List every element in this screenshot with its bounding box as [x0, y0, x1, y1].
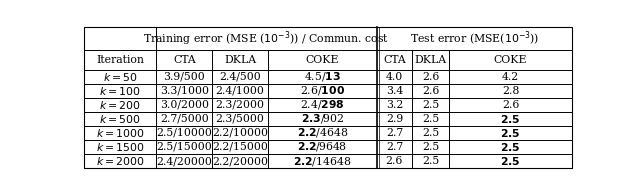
Text: $k = 200$: $k = 200$ — [99, 99, 141, 111]
Text: DKLA: DKLA — [224, 55, 256, 65]
Text: $\mathbf{2.5}$: $\mathbf{2.5}$ — [500, 127, 521, 139]
Text: 2.6/$\mathbf{100}$: 2.6/$\mathbf{100}$ — [300, 84, 345, 97]
Text: COKE: COKE — [494, 55, 527, 65]
Text: 2.5/15000: 2.5/15000 — [156, 142, 212, 152]
Text: Training error (MSE ($10^{-3}$)) / Commun. cost: Training error (MSE ($10^{-3}$)) / Commu… — [143, 29, 390, 48]
Text: 2.3/2000: 2.3/2000 — [216, 100, 265, 110]
Text: 2.2/20000: 2.2/20000 — [212, 156, 268, 166]
Text: 2.6: 2.6 — [502, 100, 519, 110]
Text: 2.4/500: 2.4/500 — [220, 72, 261, 82]
Text: 2.5: 2.5 — [422, 156, 439, 166]
Text: $k = 1500$: $k = 1500$ — [96, 141, 145, 153]
Text: $\mathbf{2.5}$: $\mathbf{2.5}$ — [500, 141, 521, 153]
Text: $k = 1000$: $k = 1000$ — [96, 127, 145, 139]
Text: 2.5/10000: 2.5/10000 — [156, 128, 212, 138]
Text: 2.8: 2.8 — [502, 86, 519, 96]
Text: $\mathbf{2.2}$/4648: $\mathbf{2.2}$/4648 — [297, 126, 348, 139]
Text: $k = 2000$: $k = 2000$ — [96, 155, 145, 167]
Text: 4.5/$\mathbf{13}$: 4.5/$\mathbf{13}$ — [304, 70, 341, 83]
Text: $k = 100$: $k = 100$ — [99, 85, 141, 97]
Text: 3.2: 3.2 — [386, 100, 403, 110]
Text: 2.5: 2.5 — [422, 114, 439, 124]
Text: $\mathbf{2.3}$/902: $\mathbf{2.3}$/902 — [301, 112, 344, 125]
Text: 2.5: 2.5 — [422, 142, 439, 152]
Text: $\mathbf{2.5}$: $\mathbf{2.5}$ — [500, 155, 521, 167]
Text: 2.2/10000: 2.2/10000 — [212, 128, 268, 138]
Text: 2.7/5000: 2.7/5000 — [160, 114, 209, 124]
Text: COKE: COKE — [306, 55, 339, 65]
Text: 3.9/500: 3.9/500 — [163, 72, 205, 82]
Text: 4.2: 4.2 — [502, 72, 519, 82]
Text: 2.7: 2.7 — [386, 128, 403, 138]
Text: Test error (MSE($10^{-3}$)): Test error (MSE($10^{-3}$)) — [410, 30, 539, 48]
Text: DKLA: DKLA — [415, 55, 447, 65]
Text: CTA: CTA — [173, 55, 196, 65]
Text: 4.0: 4.0 — [386, 72, 403, 82]
Text: 3.3/1000: 3.3/1000 — [160, 86, 209, 96]
Text: 2.5: 2.5 — [422, 128, 439, 138]
Text: 2.6: 2.6 — [422, 72, 439, 82]
Text: 2.5: 2.5 — [422, 100, 439, 110]
Text: $k = 500$: $k = 500$ — [99, 113, 141, 125]
Text: 2.4/$\mathbf{298}$: 2.4/$\mathbf{298}$ — [300, 98, 345, 111]
Text: CTA: CTA — [383, 55, 406, 65]
Text: 2.2/15000: 2.2/15000 — [212, 142, 268, 152]
Text: 3.0/2000: 3.0/2000 — [160, 100, 209, 110]
Text: 2.7: 2.7 — [386, 142, 403, 152]
Text: $\mathbf{2.5}$: $\mathbf{2.5}$ — [500, 113, 521, 125]
Text: 2.4/20000: 2.4/20000 — [156, 156, 212, 166]
Text: Iteration: Iteration — [96, 55, 144, 65]
Text: $\mathbf{2.2}$/9648: $\mathbf{2.2}$/9648 — [298, 141, 348, 153]
Text: 2.3/5000: 2.3/5000 — [216, 114, 264, 124]
Text: $k = 50$: $k = 50$ — [102, 71, 138, 83]
Text: 2.9: 2.9 — [386, 114, 403, 124]
Text: 2.6: 2.6 — [422, 86, 439, 96]
Text: $\mathbf{2.2}$/14648: $\mathbf{2.2}$/14648 — [293, 155, 351, 168]
Text: 3.4: 3.4 — [386, 86, 403, 96]
Text: 2.4/1000: 2.4/1000 — [216, 86, 264, 96]
Text: 2.6: 2.6 — [386, 156, 403, 166]
